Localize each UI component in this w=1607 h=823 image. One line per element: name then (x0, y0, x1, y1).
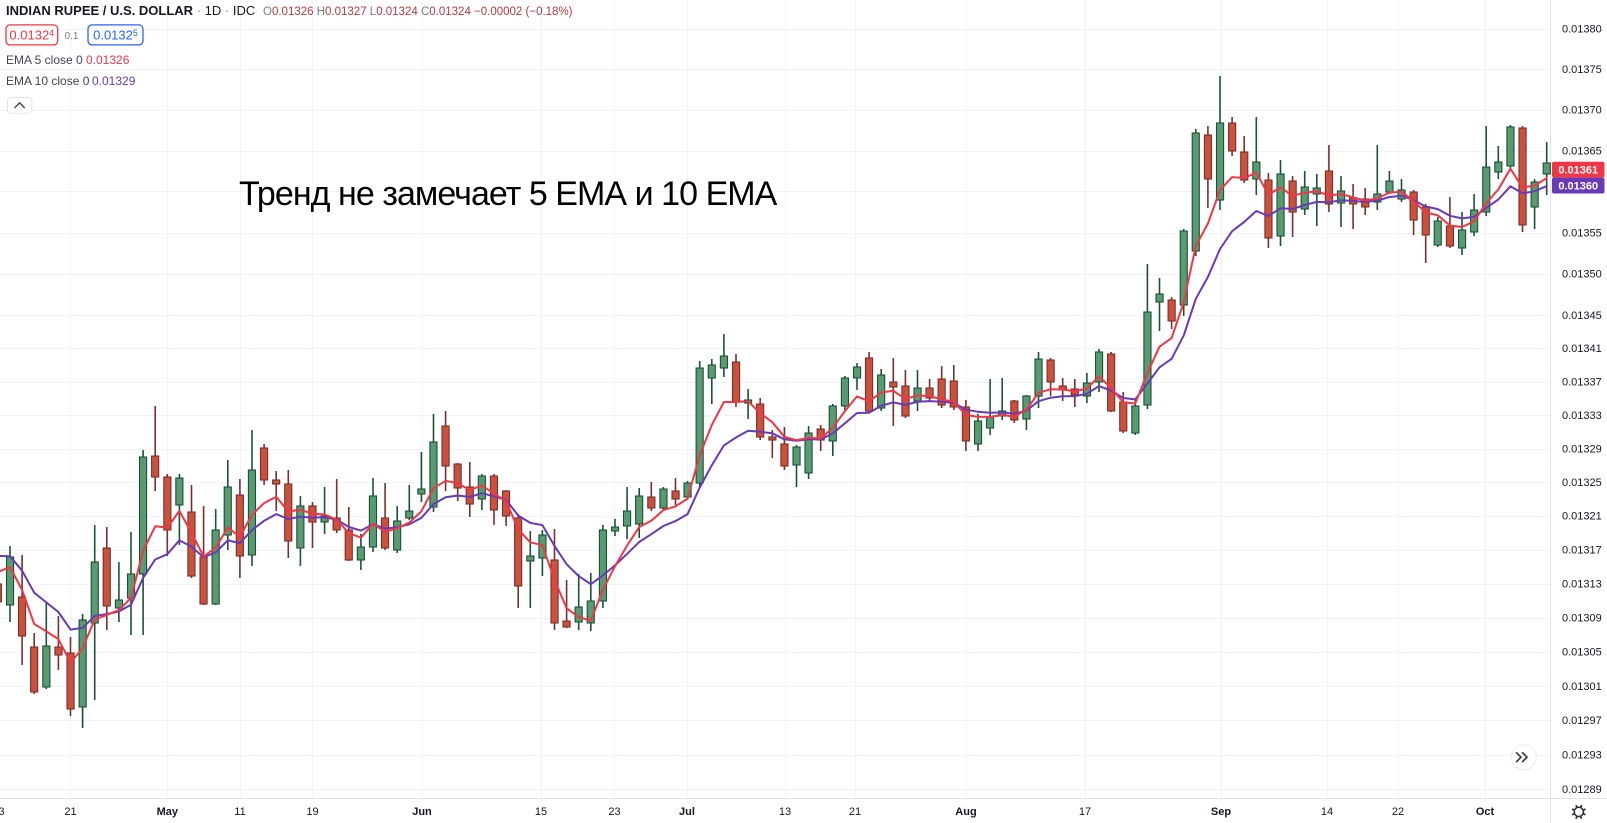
svg-text:Jun: Jun (412, 806, 432, 818)
svg-text:0.01365: 0.01365 (1562, 145, 1602, 157)
svg-text:0.01325: 0.01325 (1562, 477, 1602, 489)
svg-text:21: 21 (849, 806, 861, 818)
svg-text:13: 13 (779, 806, 791, 818)
svg-text:0.01313: 0.01313 (1562, 579, 1602, 591)
svg-text:0.01360: 0.01360 (1558, 181, 1598, 193)
svg-text:0.01329: 0.01329 (1562, 443, 1602, 455)
svg-text:0.01293: 0.01293 (1562, 750, 1602, 762)
svg-text:EMA 5 close 0: EMA 5 close 0 (6, 53, 83, 67)
svg-text:Jul: Jul (679, 806, 695, 818)
svg-text:0.01380: 0.01380 (1562, 24, 1602, 36)
svg-text:0.01341: 0.01341 (1562, 343, 1602, 355)
svg-text:Sep: Sep (1211, 806, 1231, 818)
svg-text:0.01326: 0.01326 (86, 53, 130, 67)
svg-text:21: 21 (64, 806, 76, 818)
svg-text:0.01297: 0.01297 (1562, 715, 1602, 727)
svg-text:0.01370: 0.01370 (1562, 105, 1602, 117)
svg-text:13: 13 (0, 806, 5, 818)
svg-text:INDIAN RUPEE / U.S. DOLLAR · 1: INDIAN RUPEE / U.S. DOLLAR · 1D · IDC (6, 3, 255, 18)
svg-text:EMA 10 close 0: EMA 10 close 0 (6, 74, 90, 88)
svg-text:0.01350: 0.01350 (1562, 269, 1602, 281)
svg-text:0.01301: 0.01301 (1562, 681, 1602, 693)
svg-text:0.01321: 0.01321 (1562, 511, 1602, 523)
svg-text:0.01289: 0.01289 (1562, 784, 1602, 796)
svg-text:19: 19 (306, 806, 318, 818)
svg-text:O0.01326 H0.01327 L0.01324 C0.: O0.01326 H0.01327 L0.01324 C0.01324 −0.0… (263, 6, 573, 18)
svg-text:0.01333: 0.01333 (1562, 410, 1602, 422)
svg-text:11: 11 (234, 806, 245, 818)
svg-text:0.01355: 0.01355 (1562, 227, 1602, 239)
svg-text:0.1: 0.1 (65, 31, 79, 42)
svg-text:0.01324: 0.01324 (9, 28, 54, 43)
svg-text:Тренд не замечает 5 ЕМА и 10 Е: Тренд не замечает 5 ЕМА и 10 ЕМА (239, 175, 778, 213)
svg-text:15: 15 (535, 806, 547, 818)
svg-text:Oct: Oct (1476, 806, 1495, 818)
svg-text:22: 22 (1392, 806, 1404, 818)
svg-text:0.01305: 0.01305 (1562, 647, 1602, 659)
svg-text:14: 14 (1321, 806, 1333, 818)
svg-text:17: 17 (1079, 806, 1091, 818)
svg-text:0.01337: 0.01337 (1562, 377, 1602, 389)
svg-text:0.01329: 0.01329 (92, 74, 136, 88)
svg-text:0.01325: 0.01325 (93, 28, 138, 43)
svg-text:0.01345: 0.01345 (1562, 310, 1602, 322)
svg-text:0.01361: 0.01361 (1558, 165, 1598, 177)
svg-text:23: 23 (608, 806, 620, 818)
svg-text:0.01309: 0.01309 (1562, 613, 1602, 625)
svg-text:Aug: Aug (955, 806, 976, 818)
svg-text:May: May (157, 806, 179, 818)
svg-text:0.01375: 0.01375 (1562, 64, 1602, 76)
svg-text:0.01317: 0.01317 (1562, 545, 1602, 557)
